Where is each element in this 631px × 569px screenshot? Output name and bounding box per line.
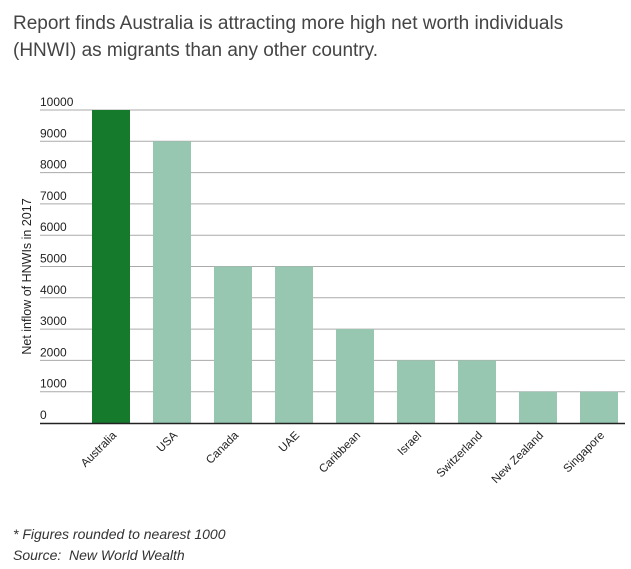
y-tick-label: 8000 bbox=[40, 158, 67, 172]
y-tick-label: 3000 bbox=[40, 314, 67, 328]
y-axis-title: Net inflow of HNWIs in 2017 bbox=[20, 198, 34, 354]
footnote-block: * Figures rounded to nearest 1000 Source… bbox=[13, 524, 225, 566]
source-note: Source: New World Wealth bbox=[13, 547, 185, 563]
x-tick-label: Caribbean bbox=[317, 430, 363, 476]
bar-singapore bbox=[580, 391, 618, 423]
y-tick-label: 6000 bbox=[40, 220, 67, 234]
x-tick-label: UAE bbox=[277, 429, 302, 454]
rounding-note: * Figures rounded to nearest 1000 bbox=[13, 526, 226, 542]
x-tick-label: Switzerland bbox=[435, 430, 486, 481]
x-tick-label: Australia bbox=[79, 429, 120, 470]
bar-australia bbox=[92, 110, 130, 423]
bar-new-zealand bbox=[519, 391, 557, 423]
x-tick-label: USA bbox=[155, 429, 180, 454]
y-tick-label: 4000 bbox=[40, 283, 67, 297]
y-tick-label: 1000 bbox=[40, 377, 67, 391]
bars bbox=[92, 110, 618, 424]
bar-uae bbox=[275, 266, 313, 423]
x-tick-label: Singapore bbox=[562, 430, 608, 476]
y-axis-ticks: 0 1000 2000 3000 4000 5000 6000 7000 8000 9000 100… bbox=[40, 95, 74, 422]
y-tick-label: 10000 bbox=[40, 95, 74, 109]
bar-usa bbox=[153, 141, 191, 424]
x-tick-label: Israel bbox=[396, 430, 424, 458]
y-tick-label: 0 bbox=[40, 408, 47, 422]
chart-title: Report finds Australia is attracting mor… bbox=[13, 13, 564, 61]
bar-israel bbox=[397, 360, 435, 423]
y-tick-label: 2000 bbox=[40, 345, 67, 359]
x-tick-label: Canada bbox=[204, 429, 241, 466]
bar-canada bbox=[214, 266, 252, 423]
y-tick-label: 9000 bbox=[40, 126, 67, 140]
bar-caribbean bbox=[336, 329, 374, 423]
x-tick-label: New Zealand bbox=[490, 430, 546, 486]
y-tick-label: 7000 bbox=[40, 189, 67, 203]
y-tick-label: 5000 bbox=[40, 252, 67, 266]
bar-switzerland bbox=[458, 360, 496, 423]
x-axis-labels: Australia USA Canada UAE Caribbean Israel Swit… bbox=[79, 429, 607, 486]
gridlines bbox=[40, 109, 625, 393]
